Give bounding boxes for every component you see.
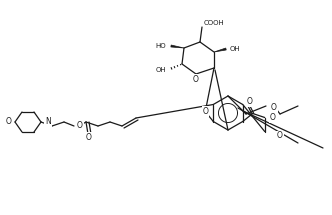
Text: N: N (45, 118, 51, 126)
Text: COOH: COOH (204, 20, 225, 26)
Text: O: O (5, 118, 11, 126)
Text: O: O (270, 113, 276, 122)
Text: O: O (77, 121, 83, 131)
Text: O: O (193, 75, 199, 83)
Text: OH: OH (230, 46, 241, 52)
Text: O: O (202, 107, 208, 116)
Polygon shape (214, 48, 226, 52)
Text: OH: OH (155, 67, 166, 73)
Text: O: O (247, 97, 253, 106)
Text: O: O (277, 132, 283, 140)
Polygon shape (171, 45, 184, 48)
Text: HO: HO (155, 43, 166, 49)
Text: O: O (271, 103, 277, 112)
Text: O: O (86, 132, 92, 141)
